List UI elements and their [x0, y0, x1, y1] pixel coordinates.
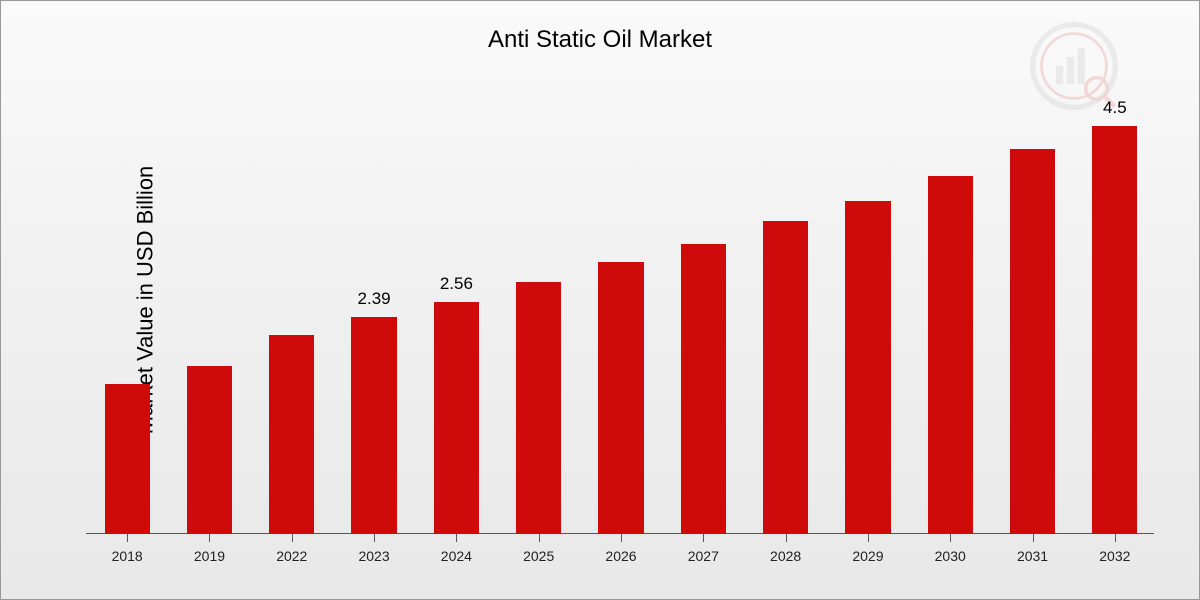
bar-value-label: 4.5 [1103, 98, 1127, 118]
bar-value-label: 2.39 [358, 289, 391, 309]
bar [105, 384, 150, 534]
plot-area: 2018201920222.3920232.562024202520262027… [86, 101, 1154, 534]
chart-container: Anti Static Oil Market Market Value in U… [0, 0, 1200, 600]
bar [516, 282, 561, 534]
bar [269, 335, 314, 534]
x-axis-tick [786, 534, 787, 542]
x-axis-label: 2019 [194, 548, 225, 564]
bar [845, 201, 890, 535]
x-axis-label: 2025 [523, 548, 554, 564]
bar [187, 366, 232, 534]
x-axis-label: 2027 [688, 548, 719, 564]
x-axis-label: 2031 [1017, 548, 1048, 564]
x-axis-label: 2024 [441, 548, 472, 564]
x-axis-tick [1115, 534, 1116, 542]
x-axis-label: 2026 [605, 548, 636, 564]
x-axis-tick [539, 534, 540, 542]
x-axis-tick [127, 534, 128, 542]
bar [1010, 149, 1055, 534]
x-axis-tick [292, 534, 293, 542]
x-axis-tick [703, 534, 704, 542]
chart-title: Anti Static Oil Market [1, 26, 1199, 54]
x-axis-label: 2022 [276, 548, 307, 564]
x-axis-label: 2023 [358, 548, 389, 564]
bar-value-label: 2.56 [440, 274, 473, 294]
x-axis-tick [374, 534, 375, 542]
x-axis-label: 2028 [770, 548, 801, 564]
x-axis-tick [456, 534, 457, 542]
x-axis-tick [950, 534, 951, 542]
x-axis-label: 2018 [112, 548, 143, 564]
bar [763, 221, 808, 534]
x-axis-tick [209, 534, 210, 542]
bar [1092, 126, 1137, 534]
bar [681, 244, 726, 534]
x-axis-tick [1033, 534, 1034, 542]
x-axis-label: 2032 [1099, 548, 1130, 564]
bar [598, 262, 643, 534]
x-axis-label: 2029 [852, 548, 883, 564]
x-axis-label: 2030 [935, 548, 966, 564]
bar [434, 302, 479, 534]
x-axis-tick [621, 534, 622, 542]
bar [351, 317, 396, 534]
bar [928, 176, 973, 534]
x-axis-tick [868, 534, 869, 542]
